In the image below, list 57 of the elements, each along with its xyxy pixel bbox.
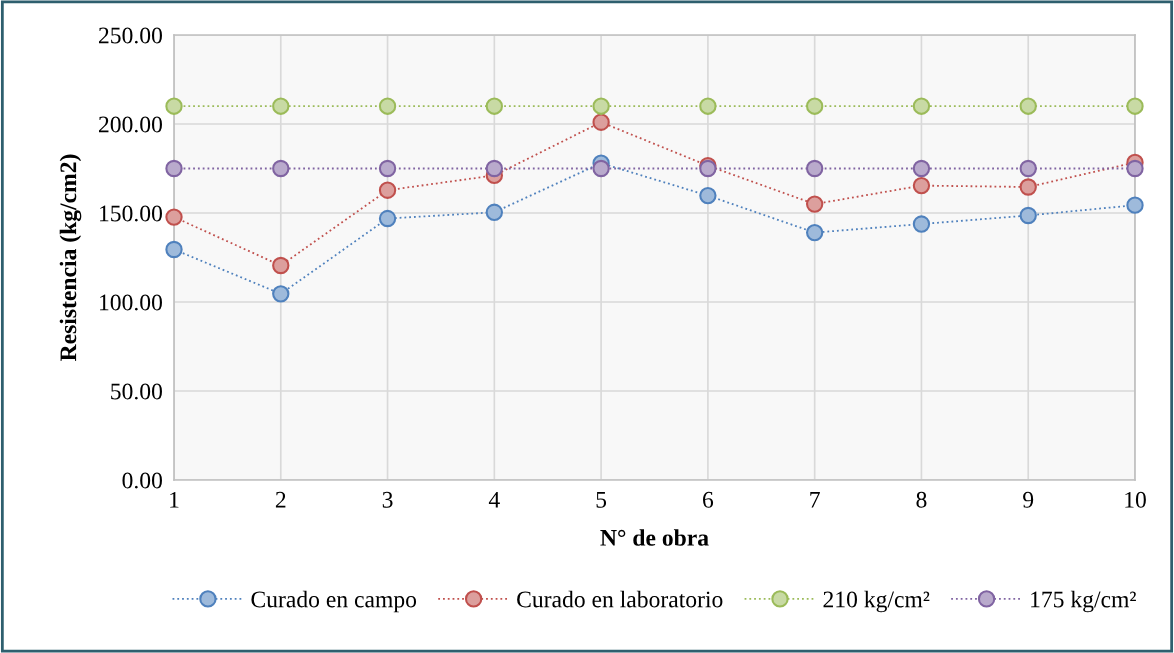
point [912,215,931,233]
point [165,240,183,259]
x-tick-label: 5 [596,492,607,508]
y-tick-label: 100.00 [100,294,162,311]
point [1126,196,1144,214]
point [912,159,931,178]
y-tick-label: 150.00 [100,205,162,222]
point [1019,159,1037,178]
y-axis-title: Resistencia (kg/cm2) [59,154,82,362]
x-tick-label: 8 [916,491,927,508]
point [378,159,397,178]
point [165,159,183,178]
point [592,159,610,178]
point [272,159,290,178]
point [592,113,610,131]
point [272,285,290,303]
point [1019,97,1037,115]
point [805,159,824,178]
point [912,97,931,115]
x-tick-label: 6 [703,491,714,508]
point [1019,178,1037,196]
point [699,186,717,205]
y-tick-label: 200.00 [99,116,162,133]
point [805,97,824,115]
point [378,97,397,115]
point [592,97,610,115]
point [272,97,290,115]
point [165,97,183,115]
point [485,97,504,115]
x-tick-label: 4 [488,491,500,508]
point [485,203,504,221]
point [805,223,824,242]
x-tick-label: 3 [382,491,393,508]
y-tick-label: 0.00 [122,472,162,489]
point [165,208,183,226]
y-tick-label: 50.00 [111,383,162,400]
legend-label: 175 kg/cm² [1031,590,1136,613]
point [485,159,504,178]
point [378,209,397,228]
x-tick-label: 10 [1125,491,1146,508]
y-tick-label: 250.00 [99,27,162,44]
point [378,181,397,199]
point [912,176,931,195]
point [1126,97,1144,115]
point [1126,159,1144,178]
point [805,195,824,213]
legend-label: Curado en laboratorio [517,590,723,608]
point [699,97,717,115]
legend-label: 210 kg/cm² [823,590,930,613]
x-tick-label: 9 [1023,491,1034,508]
point [272,256,290,275]
x-axis-title: N° de obra [600,529,709,546]
x-tick-label: 7 [810,492,820,508]
point [1019,206,1037,225]
x-tick-label: 1 [170,491,179,508]
x-tick-label: 2 [275,491,286,508]
legend-label: Curado en campo [251,590,417,613]
